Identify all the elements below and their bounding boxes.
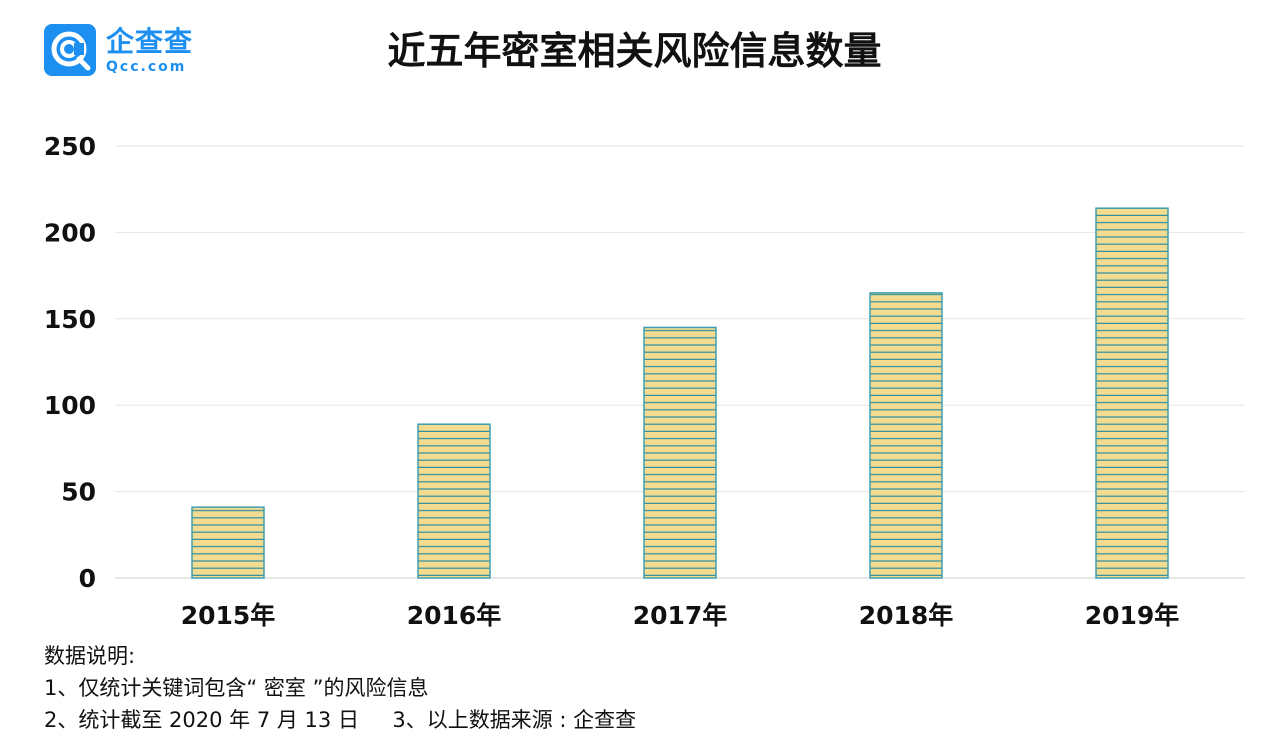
y-tick-label: 100: [44, 391, 96, 420]
qcc-magnifier-logo-icon: [44, 24, 96, 76]
x-tick-label: 2017年: [633, 601, 728, 630]
note-line-2: 2、统计截至 2020 年 7 月 13 日 3、以上数据来源 : 企查查: [44, 704, 636, 736]
note-source: 3、以上数据来源 : 企查查: [392, 708, 637, 732]
note-date: 2、统计截至 2020 年 7 月 13 日: [44, 708, 359, 732]
x-tick-label: 2019年: [1085, 601, 1180, 630]
y-tick-label: 200: [44, 218, 96, 247]
y-tick-label: 50: [61, 478, 96, 507]
y-tick-label: 150: [44, 305, 96, 334]
x-tick-label: 2018年: [859, 601, 954, 630]
bar: [643, 326, 717, 579]
qcc-logo: 企查查 Qcc.com: [44, 24, 214, 80]
chart-title: 近五年密室相关风险信息数量: [387, 29, 882, 73]
notes-heading: 数据说明:: [44, 644, 136, 668]
bar: [1095, 207, 1169, 579]
logo-name: 企查查: [106, 25, 194, 58]
x-tick-label: 2016年: [407, 601, 502, 630]
bar: [417, 423, 491, 579]
y-tick-label: 250: [44, 132, 96, 161]
note-line-1: 1、仅统计关键词包含“ 密室 ”的风险信息: [44, 676, 429, 700]
data-notes: 数据说明: 1、仅统计关键词包含“ 密室 ”的风险信息 2、统计截至 2020 …: [44, 640, 636, 736]
bar: [191, 506, 265, 579]
logo-domain: Qcc.com: [106, 59, 187, 75]
x-tick-label: 2015年: [181, 601, 276, 630]
bar: [869, 292, 943, 579]
y-tick-label: 0: [79, 564, 96, 593]
bar-chart: 0 50 100 150 200 250 2015年 2016年 2017年 2018年 2019年: [44, 132, 1245, 630]
